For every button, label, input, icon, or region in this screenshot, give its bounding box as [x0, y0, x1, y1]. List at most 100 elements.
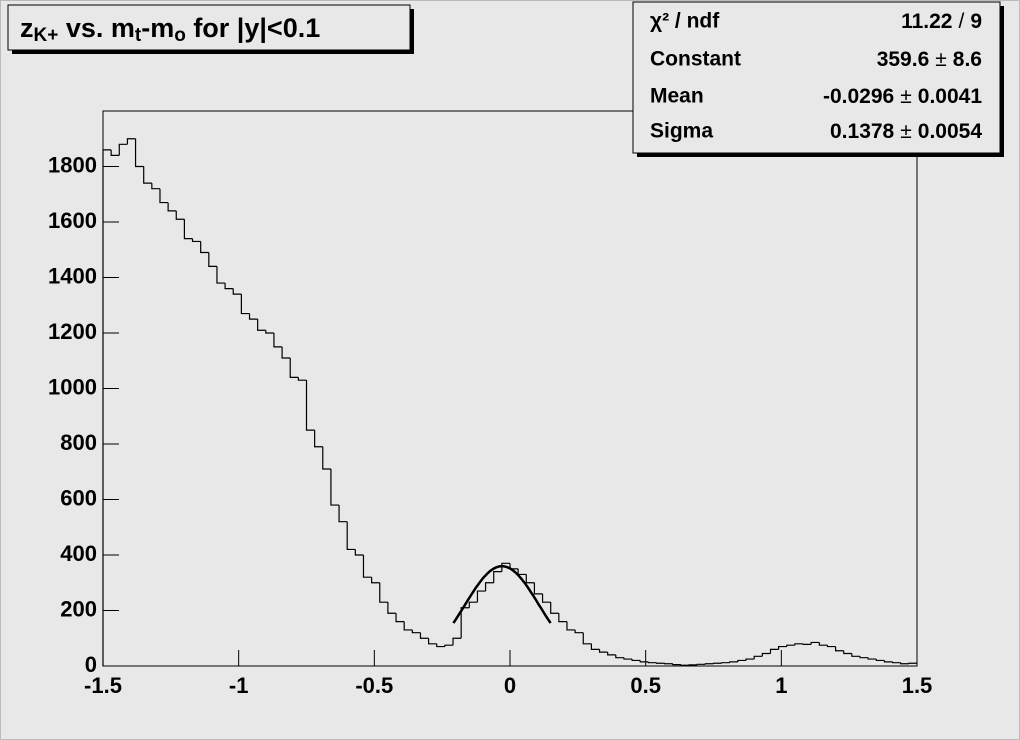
- histogram-bin: [134, 138, 144, 168]
- histogram-bin: [322, 446, 331, 470]
- x-tick-label: -0.5: [355, 673, 393, 698]
- stats-box: [632, 1, 1001, 154]
- histogram-bin: [908, 662, 917, 664]
- histogram-bin: [704, 663, 714, 665]
- histogram-bin: [753, 655, 763, 660]
- histogram-bin: [395, 613, 405, 623]
- stats-label: χ² / ndf: [650, 10, 720, 33]
- histogram-bin: [175, 210, 185, 220]
- x-tick-label: -1.5: [84, 673, 122, 698]
- histogram-bin: [362, 555, 372, 578]
- histogram-bin: [696, 663, 706, 665]
- histogram-bin: [200, 241, 209, 254]
- histogram-bin: [371, 577, 380, 584]
- stats-error: 0.0041: [918, 85, 983, 108]
- histogram-bin: [436, 643, 445, 648]
- histogram-bin: [859, 656, 869, 659]
- histogram-bin: [769, 648, 779, 654]
- y-tick-label: 1400: [48, 263, 97, 288]
- histogram-bin: [143, 166, 152, 184]
- histogram-bin: [216, 266, 226, 284]
- histogram-bin: [639, 660, 649, 663]
- histogram-bin: [208, 252, 217, 267]
- y-tick-label: 200: [60, 596, 97, 621]
- histogram-bin: [541, 593, 551, 603]
- histogram-bin: [590, 643, 600, 650]
- x-tick-label: 0.5: [630, 673, 661, 698]
- histogram-bin: [623, 657, 633, 660]
- histogram-bin: [419, 632, 429, 639]
- histogram-bin: [346, 521, 356, 551]
- title-part: -m: [141, 13, 174, 43]
- y-tick-label: 800: [60, 430, 97, 455]
- x-tick-label: -1: [229, 673, 249, 698]
- x-tick-label: 0: [504, 673, 516, 698]
- histogram-bin: [615, 654, 624, 659]
- histogram-bin: [403, 621, 413, 631]
- histogram-bin: [118, 143, 128, 156]
- histogram-bin: [257, 319, 266, 331]
- y-tick-label: 600: [60, 485, 97, 510]
- histogram-bin: [314, 430, 323, 448]
- histogram-bin: [102, 149, 112, 666]
- histogram-bin: [305, 380, 315, 431]
- title-part: z: [20, 13, 34, 43]
- histogram-bin: [664, 663, 673, 665]
- histogram-bin: [550, 602, 559, 614]
- title-part: for |y|<0.1: [186, 13, 320, 43]
- histogram-bin: [501, 562, 510, 572]
- histogram-bin: [900, 662, 909, 665]
- x-tick-label: 1.5: [902, 673, 933, 698]
- title-subscript: K+: [34, 25, 59, 46]
- stats-number: 11.22: [901, 10, 952, 33]
- histogram-bin: [558, 613, 567, 623]
- histogram-bin: [851, 653, 861, 657]
- title-subscript: o: [174, 25, 186, 46]
- plot-frame: [102, 110, 918, 667]
- histogram-bin: [598, 649, 608, 653]
- histogram-bin: [126, 138, 136, 145]
- histogram-bin: [452, 637, 462, 646]
- histogram-bin: [729, 661, 738, 663]
- histogram-bin: [167, 202, 177, 212]
- histogram-bin: [224, 283, 234, 290]
- y-tick-label: 1200: [48, 319, 97, 344]
- histogram-bin: [786, 644, 795, 647]
- histogram-bin: [191, 238, 201, 243]
- histogram-bin: [737, 659, 747, 662]
- histogram-bin: [875, 659, 885, 662]
- histogram-bin: [468, 601, 478, 608]
- y-tick-label: 1000: [48, 374, 97, 399]
- histogram-bin: [240, 294, 250, 315]
- histogram-bin: [566, 621, 576, 631]
- title-subscript: t: [135, 25, 142, 46]
- histogram-bin: [672, 663, 681, 666]
- fit-curve: [452, 564, 552, 624]
- stats-number: 0.1378: [830, 120, 895, 143]
- histogram-bin: [712, 662, 722, 664]
- histogram-bin: [248, 313, 258, 320]
- histogram-bin: [574, 629, 584, 634]
- stats-value: 11.22 / 9: [901, 10, 982, 33]
- histogram-bin: [826, 645, 836, 648]
- stats-separator: ±: [900, 85, 912, 108]
- histogram-bin: [655, 662, 665, 664]
- histogram-bin: [379, 582, 388, 603]
- histogram-bin: [721, 662, 730, 664]
- stats-value: 359.6 ±8.6: [877, 48, 982, 71]
- histogram-bin: [330, 468, 340, 506]
- histogram-bin: [843, 650, 852, 655]
- histogram-bin: [159, 188, 169, 204]
- stats-label: Mean: [650, 85, 704, 108]
- histogram-bin: [411, 629, 421, 634]
- histogram-bin: [631, 659, 641, 662]
- histogram-bin: [867, 657, 877, 660]
- histogram-bin: [818, 642, 828, 646]
- stats-number: -0.0296: [823, 85, 894, 108]
- histogram-bin: [745, 658, 755, 661]
- histogram-bin: [183, 219, 193, 240]
- y-tick-label: 400: [60, 541, 97, 566]
- histogram-bin: [338, 505, 348, 523]
- stats-value: 0.1378 ±0.0054: [830, 120, 982, 143]
